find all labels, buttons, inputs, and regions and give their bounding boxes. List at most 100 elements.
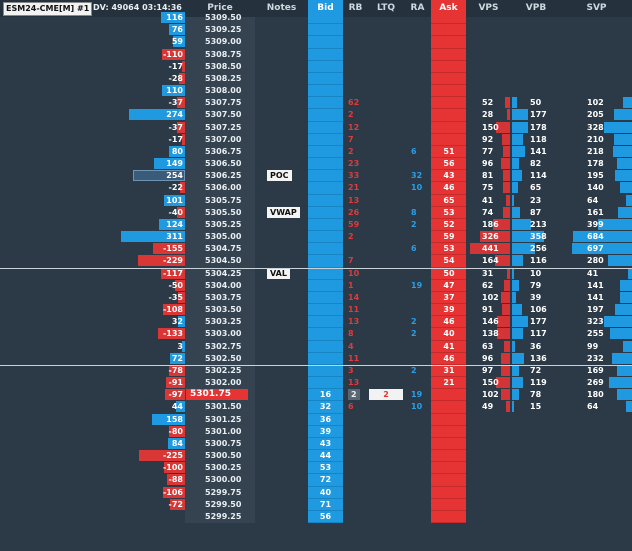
price-cell[interactable]: 5299.50 [205,499,242,509]
ask-size[interactable]: 31 [443,365,455,375]
price-cell[interactable]: 5302.75 [205,341,242,351]
ask-size[interactable]: 53 [443,207,455,217]
row-divider [308,351,343,353]
bid-size[interactable]: 40 [319,487,332,497]
delta-bar [177,97,185,109]
ask-size[interactable]: 39 [443,305,455,315]
bid-size[interactable]: 71 [319,499,332,509]
vps-value: 75 [482,183,494,193]
ask-size[interactable]: 46 [443,183,455,193]
price-cell[interactable]: 5300.25 [205,463,242,473]
price-cell[interactable]: 5307.00 [205,134,242,144]
price-cell[interactable]: 5304.25 [205,268,242,278]
ask-size[interactable]: 51 [443,146,455,156]
price-cell[interactable]: 5302.00 [205,378,242,388]
col-header-ra[interactable]: RA [410,3,425,13]
ask-size[interactable]: 47 [443,280,455,290]
bid-size[interactable]: 32 [319,402,332,412]
price-cell[interactable]: 5309.00 [205,37,242,47]
price-cell[interactable]: 5304.00 [205,280,242,290]
price-cell[interactable]: 5309.25 [205,25,242,35]
delta-bar [164,462,185,474]
ask-size[interactable]: 56 [443,159,455,169]
price-cell[interactable]: 5309.50 [205,13,242,22]
bid-size[interactable]: 36 [319,414,332,424]
col-header-bid[interactable]: Bid [308,0,343,17]
price-cell[interactable]: 5306.00 [205,183,242,193]
price-cell[interactable]: 5299.75 [205,487,242,497]
col-header-svp[interactable]: SVP [586,3,607,13]
bid-size[interactable]: 16 [319,390,332,400]
price-cell[interactable]: 5306.50 [205,159,242,169]
ask-size[interactable]: 50 [443,268,455,278]
price-cell[interactable]: 5300.75 [205,438,242,448]
ask-size[interactable]: 41 [443,341,455,351]
price-cell[interactable]: 5301.25 [205,414,242,424]
current-price[interactable]: 5301.75 [190,389,231,400]
col-header-ask[interactable]: Ask [431,0,466,17]
row-divider [308,169,343,171]
svp-value: 197 [587,305,604,315]
price-cell[interactable]: 5303.75 [205,292,242,302]
col-header-ltq[interactable]: LTQ [376,3,396,13]
price-cell[interactable]: 5304.50 [205,256,242,266]
bid-size[interactable]: 39 [319,426,332,436]
price-cell[interactable]: 5308.25 [205,73,242,83]
ask-size[interactable]: 40 [443,329,455,339]
price-cell[interactable]: 5301.00 [205,426,242,436]
price-cell[interactable]: 5305.50 [205,207,242,217]
price-cell[interactable]: 5306.75 [205,146,242,156]
ask-size[interactable]: 43 [443,171,455,181]
price-cell[interactable]: 5305.75 [205,195,242,205]
price-cell[interactable]: 5299.25 [205,511,242,521]
price-cell[interactable]: 5303.00 [205,329,242,339]
col-header-rb[interactable]: RB [348,3,363,13]
price-cell[interactable]: 5300.50 [205,451,242,461]
col-header-vps[interactable]: VPS [478,3,499,13]
row-divider [308,254,343,256]
price-cell[interactable]: 5308.50 [205,61,242,71]
ask-size[interactable]: 37 [443,292,455,302]
ask-size[interactable]: 54 [443,256,455,266]
price-cell[interactable]: 5304.75 [205,244,242,254]
col-header-vpb[interactable]: VPB [525,3,547,13]
price-cell[interactable]: 5305.00 [205,232,242,242]
price-cell[interactable]: 5301.50 [205,402,242,412]
ask-size[interactable]: 53 [443,244,455,254]
price-column[interactable] [185,17,255,524]
vpb-bar [512,316,528,328]
price-cell[interactable]: 5307.50 [205,110,242,120]
price-cell[interactable]: 5305.25 [205,219,242,229]
vpb-bar [512,291,516,303]
delta-value: -72 [168,499,183,509]
delta-value: -229 [162,256,183,266]
instrument-title[interactable]: ESM24-CME[M] #1 [3,2,93,16]
price-cell[interactable]: 5308.75 [205,49,242,59]
bid-size[interactable]: 72 [319,475,332,485]
col-header-price[interactable]: Price [207,3,233,13]
bid-column[interactable] [308,17,343,524]
price-cell[interactable]: 5308.00 [205,86,242,96]
row-divider [308,71,343,73]
price-cell[interactable]: 5303.50 [205,305,242,315]
price-cell[interactable]: 5300.00 [205,475,242,485]
ask-size[interactable]: 46 [443,353,455,363]
price-cell[interactable]: 5307.75 [205,98,242,108]
price-cell[interactable]: 5302.25 [205,365,242,375]
ask-size[interactable]: 21 [443,378,455,388]
ask-size[interactable]: 52 [443,219,455,229]
price-cell[interactable]: 5303.25 [205,317,242,327]
price-cell[interactable]: 5306.25 [205,171,242,181]
ask-column[interactable] [431,17,466,524]
col-header-notes[interactable]: Notes [266,3,297,13]
ask-size[interactable]: 59 [443,232,455,242]
price-cell[interactable]: 5302.50 [205,353,242,363]
price-cell[interactable]: 5307.25 [205,122,242,132]
ask-size[interactable]: 65 [443,195,455,205]
bid-size[interactable]: 53 [319,463,332,473]
bid-size[interactable]: 43 [319,438,332,448]
bid-size[interactable]: 56 [319,511,332,521]
ask-size[interactable]: 46 [443,317,455,327]
bid-size[interactable]: 44 [319,451,332,461]
